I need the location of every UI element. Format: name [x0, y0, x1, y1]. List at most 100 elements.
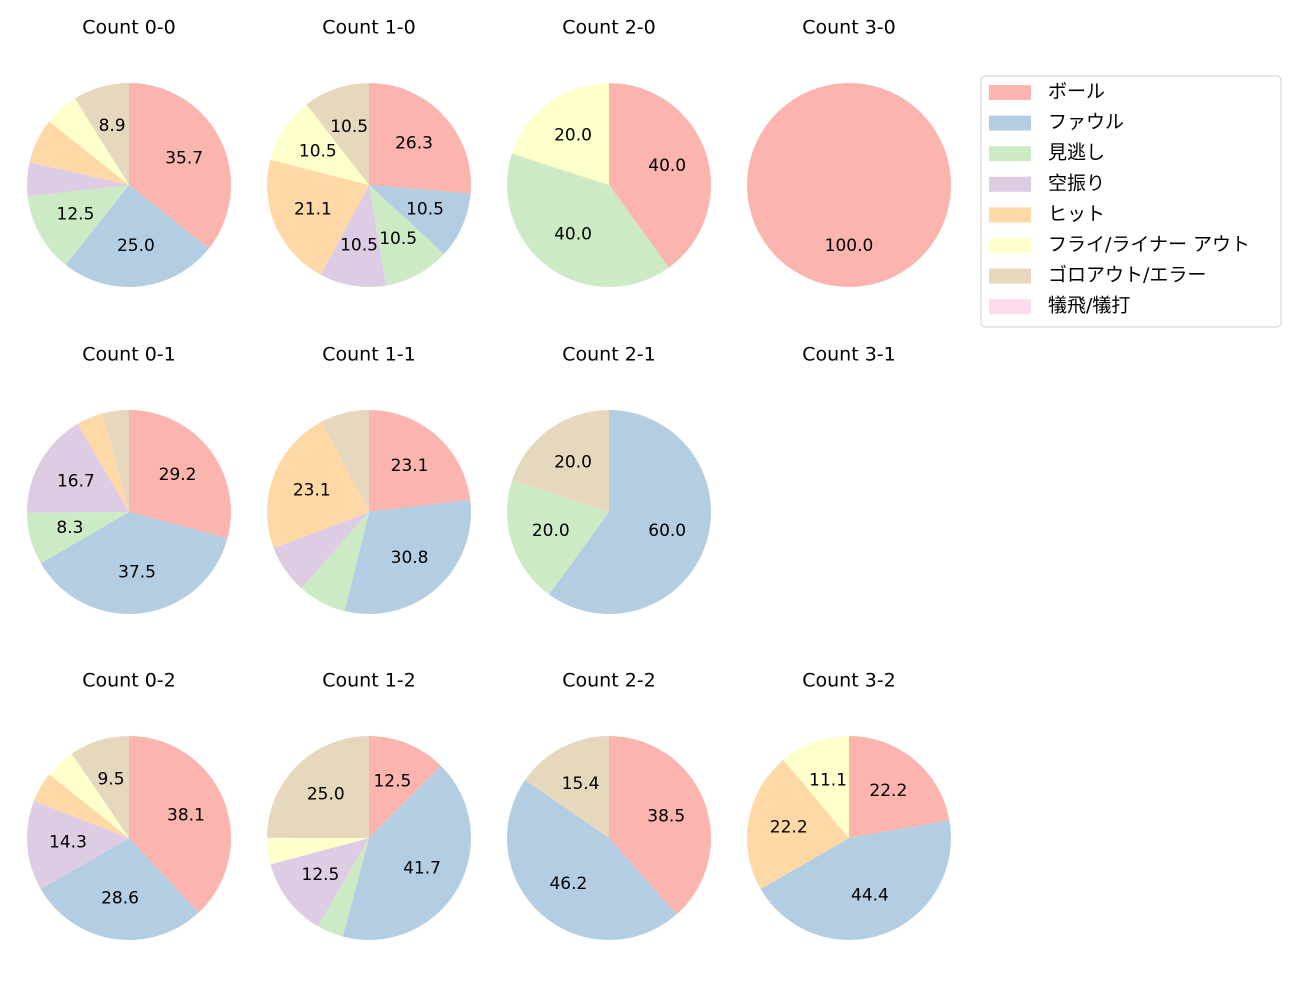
- legend-swatch: [989, 207, 1031, 223]
- chart-title: Count 0-0: [82, 17, 176, 39]
- value-label: 20.0: [532, 521, 570, 541]
- pie-slice: [849, 736, 950, 838]
- legend-label: 空振り: [1048, 172, 1105, 194]
- pie-slice: [507, 153, 669, 287]
- value-label: 12.5: [57, 205, 95, 225]
- pie-slice: [321, 410, 369, 512]
- legend-label: フライ/ライナー アウト: [1048, 234, 1250, 256]
- value-label: 10.5: [340, 235, 378, 255]
- value-label: 25.0: [117, 236, 155, 256]
- legend-label: ファウル: [1048, 111, 1124, 133]
- pie-slice: [129, 735, 232, 913]
- value-label: 8.3: [56, 518, 83, 538]
- legend-swatch: [989, 238, 1031, 253]
- value-label: 25.0: [307, 785, 345, 805]
- chart-title: Count 2-0: [562, 17, 656, 39]
- legend-label: 犠飛/犠打: [1048, 295, 1130, 317]
- value-label: 28.6: [101, 889, 139, 909]
- pie-slice: [267, 837, 369, 865]
- legend-label: ヒット: [1048, 203, 1105, 225]
- pie-slice: [33, 774, 130, 838]
- legend-box: [980, 75, 1282, 328]
- value-label: 23.1: [293, 480, 331, 500]
- legend-swatch: [989, 85, 1031, 100]
- value-label: 21.1: [294, 200, 332, 220]
- value-label: 14.3: [49, 833, 87, 853]
- pie-slice: [747, 83, 951, 287]
- pie-slice: [549, 410, 711, 614]
- value-label: 38.5: [647, 806, 685, 826]
- value-label: 22.2: [869, 781, 907, 801]
- legend-label: 見逃し: [1048, 142, 1105, 164]
- legend-label: ボール: [1048, 81, 1105, 103]
- pie-slice: [129, 83, 232, 249]
- value-label: 16.7: [57, 472, 95, 492]
- chart-title: Count 2-1: [562, 344, 656, 366]
- pie-slice: [507, 480, 609, 595]
- pie-slice: [49, 98, 129, 185]
- pie-slice: [74, 83, 129, 185]
- pie-slice: [760, 820, 951, 940]
- value-label: 22.2: [770, 817, 808, 837]
- chart-title: Count 1-0: [322, 17, 416, 39]
- value-label: 10.5: [299, 141, 337, 161]
- pie-slice: [317, 838, 369, 937]
- value-label: 41.7: [403, 859, 441, 879]
- pie-slice: [511, 410, 609, 512]
- value-label: 60.0: [648, 521, 686, 541]
- pie-slice: [609, 83, 712, 268]
- pie-slice: [129, 410, 231, 539]
- pie-slice: [270, 838, 369, 927]
- pie-slice: [306, 83, 369, 185]
- pie-slice: [267, 159, 369, 275]
- pie-slice: [40, 512, 228, 614]
- value-label: 30.8: [391, 548, 429, 568]
- pie-slice: [27, 800, 129, 890]
- chart-title: Count 2-2: [562, 670, 656, 692]
- pie-slice: [270, 104, 369, 185]
- pie-slice: [27, 423, 129, 513]
- pie-slice: [102, 410, 129, 512]
- value-label: 37.5: [118, 563, 156, 583]
- value-label: 9.5: [97, 770, 124, 790]
- legend-swatch: [989, 176, 1031, 192]
- pie-slice: [267, 421, 369, 549]
- value-label: 10.5: [330, 117, 368, 137]
- value-label: 26.3: [395, 134, 433, 154]
- value-label: 20.0: [554, 125, 592, 145]
- pie-slice: [369, 83, 471, 194]
- chart-title: Count 0-2: [82, 670, 176, 692]
- value-label: 44.4: [851, 886, 889, 906]
- pie-slice: [525, 736, 609, 838]
- pie-slice: [49, 753, 129, 838]
- pie-slice: [267, 736, 369, 838]
- value-label: 29.2: [159, 465, 197, 485]
- pie-slice: [344, 499, 472, 614]
- pie-slice: [507, 780, 677, 940]
- pie-slice: [369, 736, 442, 838]
- chart-title: Count 1-1: [322, 344, 416, 366]
- pie-slice: [369, 185, 445, 286]
- pie-slice: [77, 413, 129, 512]
- pie-slice: [320, 185, 386, 287]
- value-label: 8.9: [99, 116, 126, 136]
- pie-slice: [71, 736, 129, 838]
- chart-title: Count 1-2: [322, 670, 416, 692]
- legend-swatch: [989, 146, 1031, 162]
- pie-slice: [301, 512, 369, 612]
- pie-slice: [65, 185, 209, 288]
- value-label: 46.2: [549, 874, 587, 894]
- value-label: 38.1: [167, 806, 205, 826]
- pie-slice: [273, 512, 369, 589]
- chart-title: Count 3-1: [802, 344, 896, 366]
- legend-swatch: [989, 299, 1031, 315]
- value-label: 20.0: [554, 452, 592, 472]
- pie-slice: [609, 736, 711, 915]
- pie-slice: [27, 512, 130, 564]
- pie-slice: [27, 162, 130, 197]
- pie-slice: [369, 410, 471, 512]
- pie-slice: [27, 185, 130, 265]
- value-label: 12.5: [302, 865, 340, 885]
- pie-slice: [369, 185, 471, 255]
